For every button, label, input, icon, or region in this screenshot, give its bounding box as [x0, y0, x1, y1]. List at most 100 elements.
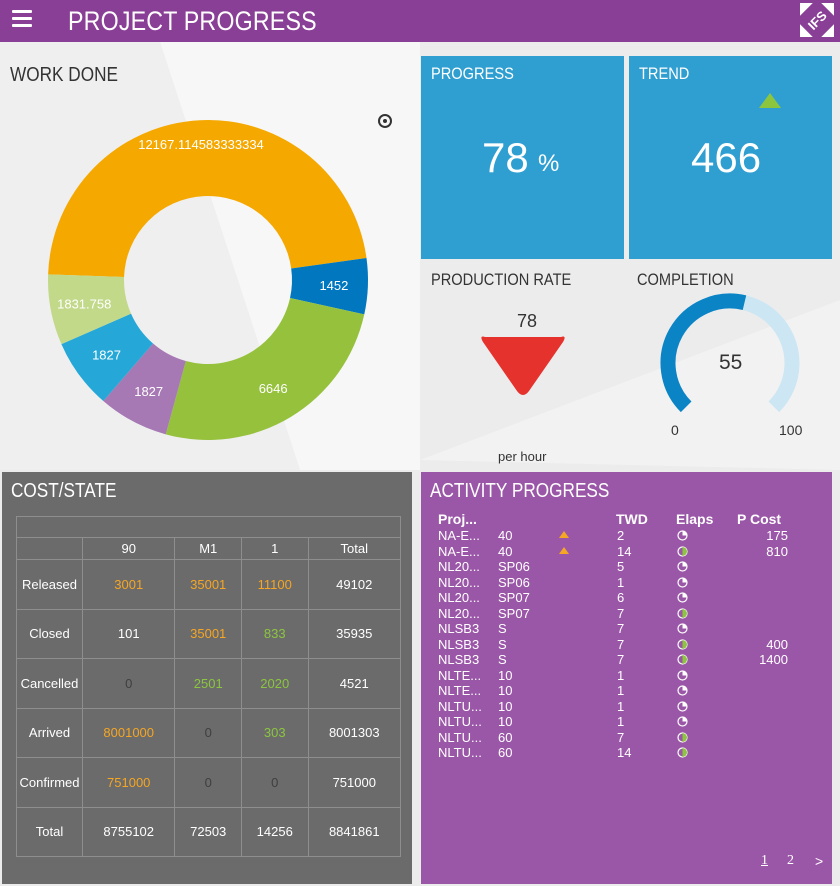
cost-state-title: COST/STATE	[11, 480, 117, 502]
table-row: Arrived 8001000 0 303 8001303	[16, 707, 402, 758]
table-cell[interactable]: 72503	[174, 806, 242, 857]
sub-project: 40	[498, 543, 513, 559]
table-cell[interactable]: 35935	[307, 608, 402, 659]
donut-slice-label: 1452	[319, 278, 348, 293]
table-cell[interactable]: 3001	[81, 559, 176, 610]
half-elapsed-icon	[677, 607, 688, 619]
activity-row[interactable]: NL20... SP06 5	[421, 559, 832, 575]
activity-row[interactable]: NA-E... 40 14 810	[421, 544, 832, 560]
activity-row[interactable]: NA-E... 40 2 175	[421, 528, 832, 544]
quarter-elapsed-icon	[677, 700, 688, 712]
work-done-panel: WORK DONE 12167.114583333334 1452 6646 1827…	[0, 56, 412, 466]
table-cell[interactable]: 8001000	[81, 707, 176, 758]
table-cell[interactable]: 8755102	[81, 806, 176, 857]
project-name: NL20...	[438, 559, 480, 574]
project-name: NA-E...	[438, 543, 480, 559]
sub-project: S	[498, 636, 507, 652]
twd-value: 1	[617, 698, 625, 714]
donut-slice[interactable]	[47, 274, 132, 345]
warning-icon	[559, 546, 569, 554]
table-row: Cancelled 0 2501 2020 4521	[16, 658, 402, 709]
donut-slice[interactable]	[290, 258, 368, 315]
activity-row[interactable]: NLTE... 10 1	[421, 668, 832, 684]
twd-value: 7	[617, 621, 625, 636]
column-header: 1	[240, 537, 309, 560]
quarter-elapsed-icon	[677, 530, 688, 541]
production-rate-title: PRODUCTION RATE	[431, 270, 572, 289]
project-name: NLTU...	[438, 698, 482, 714]
twd-value: 14	[617, 745, 632, 760]
row-label: Released	[16, 559, 83, 610]
activity-row[interactable]: NLTU... 60 7	[421, 730, 832, 746]
table-cell[interactable]: 4521	[307, 658, 402, 709]
planned-cost-value: 1400	[759, 652, 788, 667]
activity-row[interactable]: NL20... SP07 7	[421, 606, 832, 622]
project-name: NL20...	[438, 605, 480, 621]
page-1-link[interactable]: 1	[761, 853, 768, 868]
twd-value: 6	[617, 590, 625, 605]
table-cell[interactable]: 0	[174, 757, 242, 808]
activity-row[interactable]: NLTU... 10 1	[421, 714, 832, 730]
next-page-button[interactable]: >	[815, 853, 824, 869]
completion-panel: COMPLETION 55 0 100	[629, 265, 832, 465]
activity-row[interactable]: NLSB3 S 7 400	[421, 637, 832, 653]
twd-value: 7	[617, 652, 625, 667]
half-elapsed-icon	[677, 654, 688, 665]
column-header-elapsed[interactable]: Elaps	[676, 511, 714, 527]
activity-row[interactable]: NL20... SP06 1	[421, 575, 832, 591]
activity-progress-panel: ACTIVITY PROGRESS Proj... TWD Elaps P Co…	[421, 472, 832, 884]
quarter-elapsed-icon	[677, 576, 688, 588]
table-cell[interactable]: 2501	[174, 658, 242, 709]
donut-slice[interactable]	[165, 298, 365, 440]
sub-project: S	[498, 621, 507, 636]
table-cell[interactable]: 101	[81, 608, 176, 659]
table-corner-cell	[16, 537, 83, 560]
activity-row[interactable]: NLSB3 S 7	[421, 621, 832, 637]
production-rate-unit: per hour	[498, 449, 547, 464]
activity-row[interactable]: NL20... SP07 6	[421, 590, 832, 606]
table-row: Released 3001 35001 11100 49102	[16, 559, 402, 610]
activity-row[interactable]: NLTU... 60 14	[421, 745, 832, 761]
table-cell[interactable]: 35001	[174, 608, 242, 659]
column-header-project[interactable]: Proj...	[438, 511, 477, 527]
donut-slice[interactable]	[103, 343, 186, 435]
row-label: Confirmed	[16, 757, 83, 808]
project-name: NLTE...	[438, 667, 482, 683]
activity-row[interactable]: NLTU... 10 1	[421, 699, 832, 715]
table-cell[interactable]: 303	[240, 707, 309, 758]
table-cell[interactable]: 0	[81, 658, 176, 709]
twd-value: 2	[617, 528, 625, 543]
activity-row[interactable]: NLTE... 10 1	[421, 683, 832, 699]
page-2-link[interactable]: 2	[787, 853, 794, 868]
trend-title: TREND	[639, 64, 690, 83]
column-header: M1	[174, 537, 242, 560]
column-header-twd[interactable]: TWD	[616, 511, 648, 527]
activity-row[interactable]: NLSB3 S 7 1400	[421, 652, 832, 668]
donut-slice[interactable]	[48, 119, 367, 278]
quarter-elapsed-icon	[677, 592, 688, 603]
menu-icon[interactable]	[12, 10, 32, 28]
table-cell[interactable]: 751000	[81, 757, 176, 808]
donut-slice-label: 1831.758	[57, 297, 111, 312]
progress-tile: PROGRESS 78 %	[421, 56, 624, 259]
table-cell[interactable]: 49102	[307, 559, 402, 610]
twd-value: 1	[617, 574, 625, 590]
table-cell[interactable]: 0	[174, 707, 242, 758]
twd-value: 5	[617, 559, 625, 574]
donut-slice[interactable]	[61, 313, 154, 402]
table-cell[interactable]: 751000	[307, 757, 402, 808]
table-cell[interactable]: 14256	[240, 806, 309, 857]
sub-project: SP07	[498, 605, 530, 621]
chart-options-icon[interactable]	[378, 114, 392, 128]
table-cell[interactable]: 8001303	[307, 707, 402, 758]
table-cell[interactable]: 833	[240, 608, 309, 659]
table-cell[interactable]: 0	[240, 757, 309, 808]
column-header-planned-cost[interactable]: P Cost	[737, 511, 782, 527]
cost-state-table: 90 M1 1 Total Released 3001 35001 11100 49102 Clo…	[16, 516, 402, 857]
project-name: NLSB3	[438, 621, 480, 636]
table-cell[interactable]: 11100	[240, 559, 309, 610]
table-cell[interactable]: 35001	[174, 559, 242, 610]
table-cell[interactable]: 2020	[240, 658, 309, 709]
table-cell[interactable]: 8841861	[307, 806, 402, 857]
half-elapsed-icon	[677, 545, 688, 557]
